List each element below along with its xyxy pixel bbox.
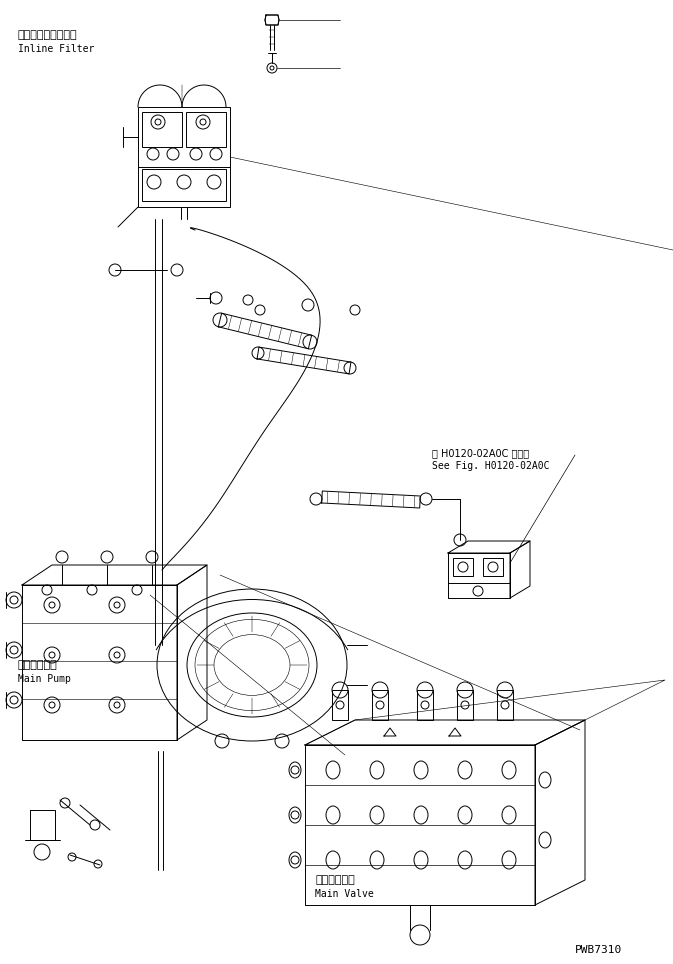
Bar bbox=[483, 558, 503, 576]
Bar bbox=[497, 690, 513, 720]
Text: インラインフィルタ: インラインフィルタ bbox=[18, 30, 77, 40]
Text: See Fig. H0120-02A0C: See Fig. H0120-02A0C bbox=[432, 461, 549, 471]
Bar bbox=[142, 169, 226, 201]
Text: Inline Filter: Inline Filter bbox=[18, 44, 94, 54]
Text: メインポンプ: メインポンプ bbox=[18, 660, 58, 670]
Text: PWB7310: PWB7310 bbox=[575, 945, 623, 955]
Bar bbox=[138, 107, 230, 207]
Text: 第 H0120-02A0C 図参照: 第 H0120-02A0C 図参照 bbox=[432, 448, 529, 458]
Bar bbox=[142, 112, 182, 147]
Bar bbox=[457, 690, 473, 720]
Bar bbox=[372, 690, 388, 720]
Bar bbox=[186, 112, 226, 147]
Text: メインバルブ: メインバルブ bbox=[315, 875, 355, 885]
Text: Main Pump: Main Pump bbox=[18, 674, 71, 684]
Polygon shape bbox=[265, 15, 279, 25]
Bar bbox=[332, 690, 348, 720]
Bar bbox=[417, 690, 433, 720]
Bar bbox=[453, 558, 473, 576]
Text: Main Valve: Main Valve bbox=[315, 889, 374, 899]
